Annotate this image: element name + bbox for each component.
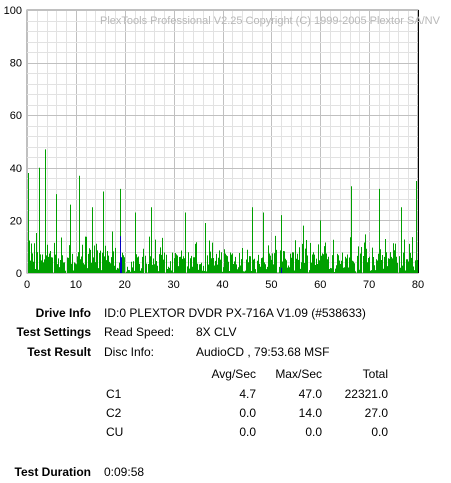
- y-tick-label: 0: [16, 268, 22, 280]
- disc-info-value: AudioCD , 79:53.68 MSF: [196, 345, 330, 359]
- c1-bars: [28, 149, 418, 273]
- row-max: 14.0: [298, 406, 322, 420]
- y-tick-label: 60: [10, 110, 22, 122]
- row-max: 0.0: [305, 425, 322, 439]
- disc-info-key: Disc Info:: [104, 345, 155, 359]
- x-tick-label: 30: [168, 279, 180, 291]
- x-tick-label: 0: [24, 279, 30, 291]
- row-max: 47.0: [298, 387, 322, 401]
- y-tick-label: 20: [10, 215, 22, 227]
- drive-info-label: Drive Info: [35, 306, 91, 320]
- read-speed-key: Read Speed:: [104, 325, 175, 339]
- row-name: C1: [106, 387, 122, 401]
- c2-bars: [120, 236, 282, 273]
- col-header-avg: Avg/Sec: [211, 367, 256, 381]
- test-duration-label: Test Duration: [14, 465, 91, 479]
- row-name: CU: [106, 425, 124, 439]
- test-settings-label: Test Settings: [16, 325, 91, 339]
- x-tick-label: 60: [314, 279, 326, 291]
- y-tick-label: 100: [4, 5, 22, 17]
- x-tick-label: 80: [412, 279, 424, 291]
- test-duration-value: 0:09:58: [104, 465, 145, 479]
- chart-watermark: PlexTools Professional V2.25 Copyright (…: [100, 15, 441, 27]
- x-tick-label: 20: [119, 279, 131, 291]
- x-axis-ticks: 0 10 20 30 40 50 60 70 80: [24, 279, 424, 291]
- c1-c2-error-chart: PlexTools Professional V2.25 Copyright (…: [4, 5, 441, 291]
- read-speed-value: 8X CLV: [196, 325, 237, 339]
- row-total: 27.0: [364, 406, 388, 420]
- y-tick-label: 40: [10, 163, 22, 175]
- col-header-max: Max/Sec: [275, 367, 322, 381]
- x-tick-label: 40: [216, 279, 228, 291]
- y-axis-ticks: 0 20 40 60 80 100: [4, 5, 22, 280]
- row-avg: 4.7: [239, 387, 256, 401]
- x-tick-label: 70: [363, 279, 375, 291]
- x-tick-label: 10: [70, 279, 82, 291]
- chart-grid: [26, 9, 419, 274]
- row-avg: 0.0: [239, 425, 256, 439]
- row-name: C2: [106, 406, 122, 420]
- row-total: 22321.0: [344, 387, 388, 401]
- drive-info-value: ID:0 PLEXTOR DVDR PX-716A V1.09 (#538633…: [104, 306, 366, 320]
- row-avg: 0.0: [239, 406, 256, 420]
- row-total: 0.0: [371, 425, 388, 439]
- x-tick-label: 50: [265, 279, 277, 291]
- test-result-label: Test Result: [27, 345, 91, 359]
- y-tick-label: 80: [10, 58, 22, 70]
- col-header-total: Total: [362, 367, 388, 381]
